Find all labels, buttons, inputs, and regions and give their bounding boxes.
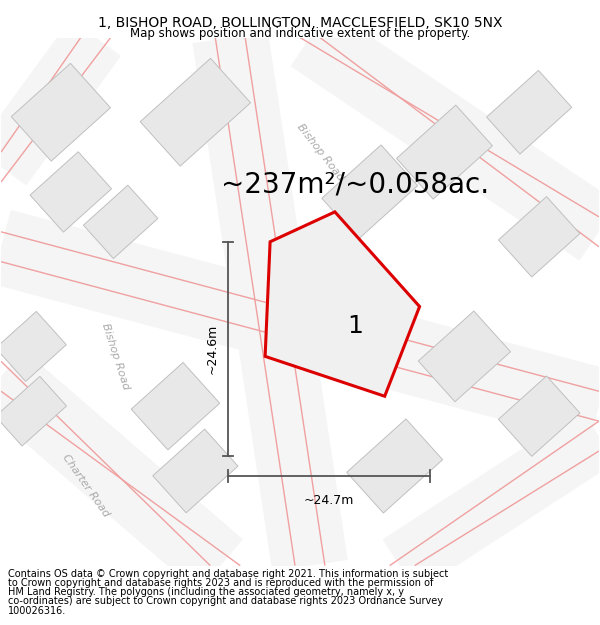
Polygon shape bbox=[153, 429, 238, 512]
Text: 100026316.: 100026316. bbox=[8, 606, 66, 616]
Text: HM Land Registry. The polygons (including the associated geometry, namely x, y: HM Land Registry. The polygons (includin… bbox=[8, 588, 404, 598]
Text: Charter Road: Charter Road bbox=[61, 452, 111, 519]
Text: ~237m²/~0.058ac.: ~237m²/~0.058ac. bbox=[221, 171, 489, 199]
Polygon shape bbox=[499, 197, 580, 277]
Text: to Crown copyright and database rights 2023 and is reproduced with the permissio: to Crown copyright and database rights 2… bbox=[8, 578, 433, 588]
Polygon shape bbox=[487, 71, 572, 154]
Text: Bishop Road: Bishop Road bbox=[295, 122, 345, 182]
Polygon shape bbox=[140, 58, 251, 166]
Polygon shape bbox=[83, 185, 158, 259]
Polygon shape bbox=[265, 212, 419, 396]
Polygon shape bbox=[131, 362, 220, 450]
Polygon shape bbox=[0, 376, 67, 446]
Text: Contains OS data © Crown copyright and database right 2021. This information is : Contains OS data © Crown copyright and d… bbox=[8, 569, 448, 579]
Polygon shape bbox=[347, 419, 443, 513]
Text: ~24.7m: ~24.7m bbox=[304, 494, 354, 507]
Text: Map shows position and indicative extent of the property.: Map shows position and indicative extent… bbox=[130, 28, 470, 41]
Text: co-ordinates) are subject to Crown copyright and database rights 2023 Ordnance S: co-ordinates) are subject to Crown copyr… bbox=[8, 596, 443, 606]
Text: 1, BISHOP ROAD, BOLLINGTON, MACCLESFIELD, SK10 5NX: 1, BISHOP ROAD, BOLLINGTON, MACCLESFIELD… bbox=[98, 16, 502, 30]
Text: Bishop Road: Bishop Road bbox=[100, 322, 131, 391]
Polygon shape bbox=[418, 311, 511, 402]
Polygon shape bbox=[11, 63, 110, 161]
Polygon shape bbox=[0, 311, 67, 381]
Polygon shape bbox=[397, 105, 493, 199]
Polygon shape bbox=[499, 376, 580, 456]
Text: ~24.6m: ~24.6m bbox=[205, 324, 218, 374]
Text: 1: 1 bbox=[347, 314, 363, 339]
Polygon shape bbox=[30, 152, 112, 232]
Polygon shape bbox=[322, 145, 418, 239]
